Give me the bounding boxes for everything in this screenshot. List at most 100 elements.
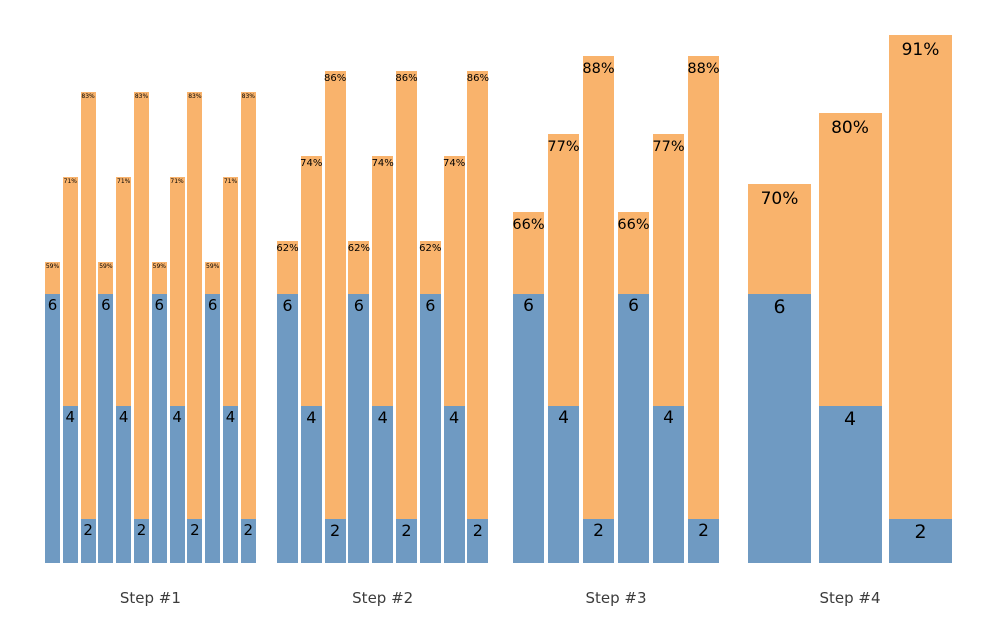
blue-segment: 4 xyxy=(116,406,132,563)
blue-segment: 2 xyxy=(889,518,952,563)
pct-label: 66% xyxy=(617,217,650,234)
blue-segment: 2 xyxy=(80,518,96,563)
value-label: 2 xyxy=(914,520,927,543)
stacked-bar: 6 66% xyxy=(617,212,650,563)
value-label: 2 xyxy=(330,520,341,540)
value-label: 4 xyxy=(377,408,388,428)
value-label: 6 xyxy=(154,295,165,314)
pct-label: 83% xyxy=(241,92,255,100)
value-label: 4 xyxy=(118,408,129,427)
value-label: 4 xyxy=(65,408,76,427)
value-label: 6 xyxy=(282,295,293,315)
value-label: 4 xyxy=(225,408,236,427)
value-label: 6 xyxy=(773,295,786,318)
orange-segment xyxy=(240,91,256,563)
stacked-bar: 2 86% xyxy=(467,70,489,563)
pct-label: 86% xyxy=(395,72,418,84)
x-axis-group-label: Step #3 xyxy=(585,589,647,607)
stacked-bar: 4 77% xyxy=(547,134,580,563)
value-label: 6 xyxy=(425,295,436,315)
stacked-bar: 2 83% xyxy=(80,91,96,563)
blue-segment: 6 xyxy=(348,293,370,563)
stacked-bar: 4 74% xyxy=(372,155,394,563)
pct-label: 62% xyxy=(276,242,299,254)
stacked-bar: 2 91% xyxy=(889,35,952,563)
stacked-bar: 4 71% xyxy=(223,177,238,563)
blue-segment: 6 xyxy=(45,293,60,563)
orange-segment xyxy=(467,70,489,563)
orange-segment xyxy=(134,91,149,563)
blue-segment: 6 xyxy=(205,293,221,563)
value-label: 6 xyxy=(207,295,218,314)
pct-label: 59% xyxy=(206,263,220,271)
stacked-bar: 6 66% xyxy=(512,212,545,563)
pct-label: 83% xyxy=(81,92,95,100)
x-axis-group-label: Step #1 xyxy=(119,589,181,607)
blue-segment: 4 xyxy=(443,406,465,563)
pct-label: 88% xyxy=(687,61,720,78)
x-axis-group-label: Step #2 xyxy=(352,589,414,607)
value-label: 2 xyxy=(136,520,147,539)
stacked-bar: 4 77% xyxy=(652,134,685,563)
blue-segment: 4 xyxy=(818,406,882,563)
stacked-bar: 4 71% xyxy=(169,177,185,563)
orange-segment xyxy=(187,91,203,563)
value-label: 6 xyxy=(523,295,534,316)
value-label: 2 xyxy=(83,520,93,539)
pct-label: 86% xyxy=(466,72,489,84)
pct-label: 74% xyxy=(300,157,323,169)
stacked-bar: 6 62% xyxy=(276,240,299,563)
pct-label: 71% xyxy=(63,178,77,185)
value-label: 4 xyxy=(172,408,182,427)
pct-label: 77% xyxy=(652,139,685,156)
value-label: 2 xyxy=(243,520,254,539)
orange-segment xyxy=(324,70,346,563)
pct-label: 88% xyxy=(582,61,615,78)
orange-segment xyxy=(889,35,952,563)
stacked-bar: 4 80% xyxy=(818,113,882,563)
stacked-bar: 4 71% xyxy=(62,177,78,563)
blue-segment: 6 xyxy=(277,293,298,563)
blue-segment: 4 xyxy=(548,406,579,563)
stacked-bar: 2 83% xyxy=(187,91,203,563)
blue-segment: 6 xyxy=(98,293,114,563)
blue-segment: 2 xyxy=(134,518,149,563)
blue-segment: 4 xyxy=(169,406,185,563)
stacked-bar: 6 59% xyxy=(45,262,60,563)
pct-label: 91% xyxy=(901,40,940,61)
pct-label: 86% xyxy=(323,72,347,84)
blue-segment: 2 xyxy=(396,518,417,563)
blue-segment: 2 xyxy=(187,518,203,563)
stacked-bar: 2 86% xyxy=(324,70,346,563)
pct-label: 66% xyxy=(512,217,545,234)
pct-label: 71% xyxy=(117,178,131,185)
value-label: 4 xyxy=(843,408,857,431)
stacked-bar: 6 70% xyxy=(748,184,811,563)
stacked-bar: 6 59% xyxy=(205,262,221,563)
pct-label: 77% xyxy=(547,139,580,156)
orange-segment xyxy=(80,91,96,563)
value-label: 6 xyxy=(101,295,111,314)
value-label: 2 xyxy=(593,520,604,541)
value-label: 2 xyxy=(190,520,200,539)
pct-label: 59% xyxy=(99,263,113,271)
value-label: 4 xyxy=(449,408,460,428)
blue-segment: 4 xyxy=(372,406,394,563)
orange-segment xyxy=(688,56,719,563)
orange-segment xyxy=(583,56,614,563)
pct-label: 70% xyxy=(760,189,799,210)
pct-label: 83% xyxy=(188,92,202,100)
blue-segment: 2 xyxy=(583,518,614,563)
stacked-bar: 2 88% xyxy=(687,56,720,563)
pct-label: 83% xyxy=(134,92,149,100)
stacked-bar: 6 59% xyxy=(98,262,114,563)
blue-segment: 6 xyxy=(618,293,649,563)
stacked-bar: 2 88% xyxy=(582,56,615,563)
value-label: 4 xyxy=(558,408,569,429)
stacked-bar: 6 62% xyxy=(419,240,441,563)
value-label: 4 xyxy=(663,408,674,429)
blue-segment: 6 xyxy=(748,293,811,563)
blue-segment: 2 xyxy=(240,518,256,563)
pct-label: 62% xyxy=(347,242,370,254)
